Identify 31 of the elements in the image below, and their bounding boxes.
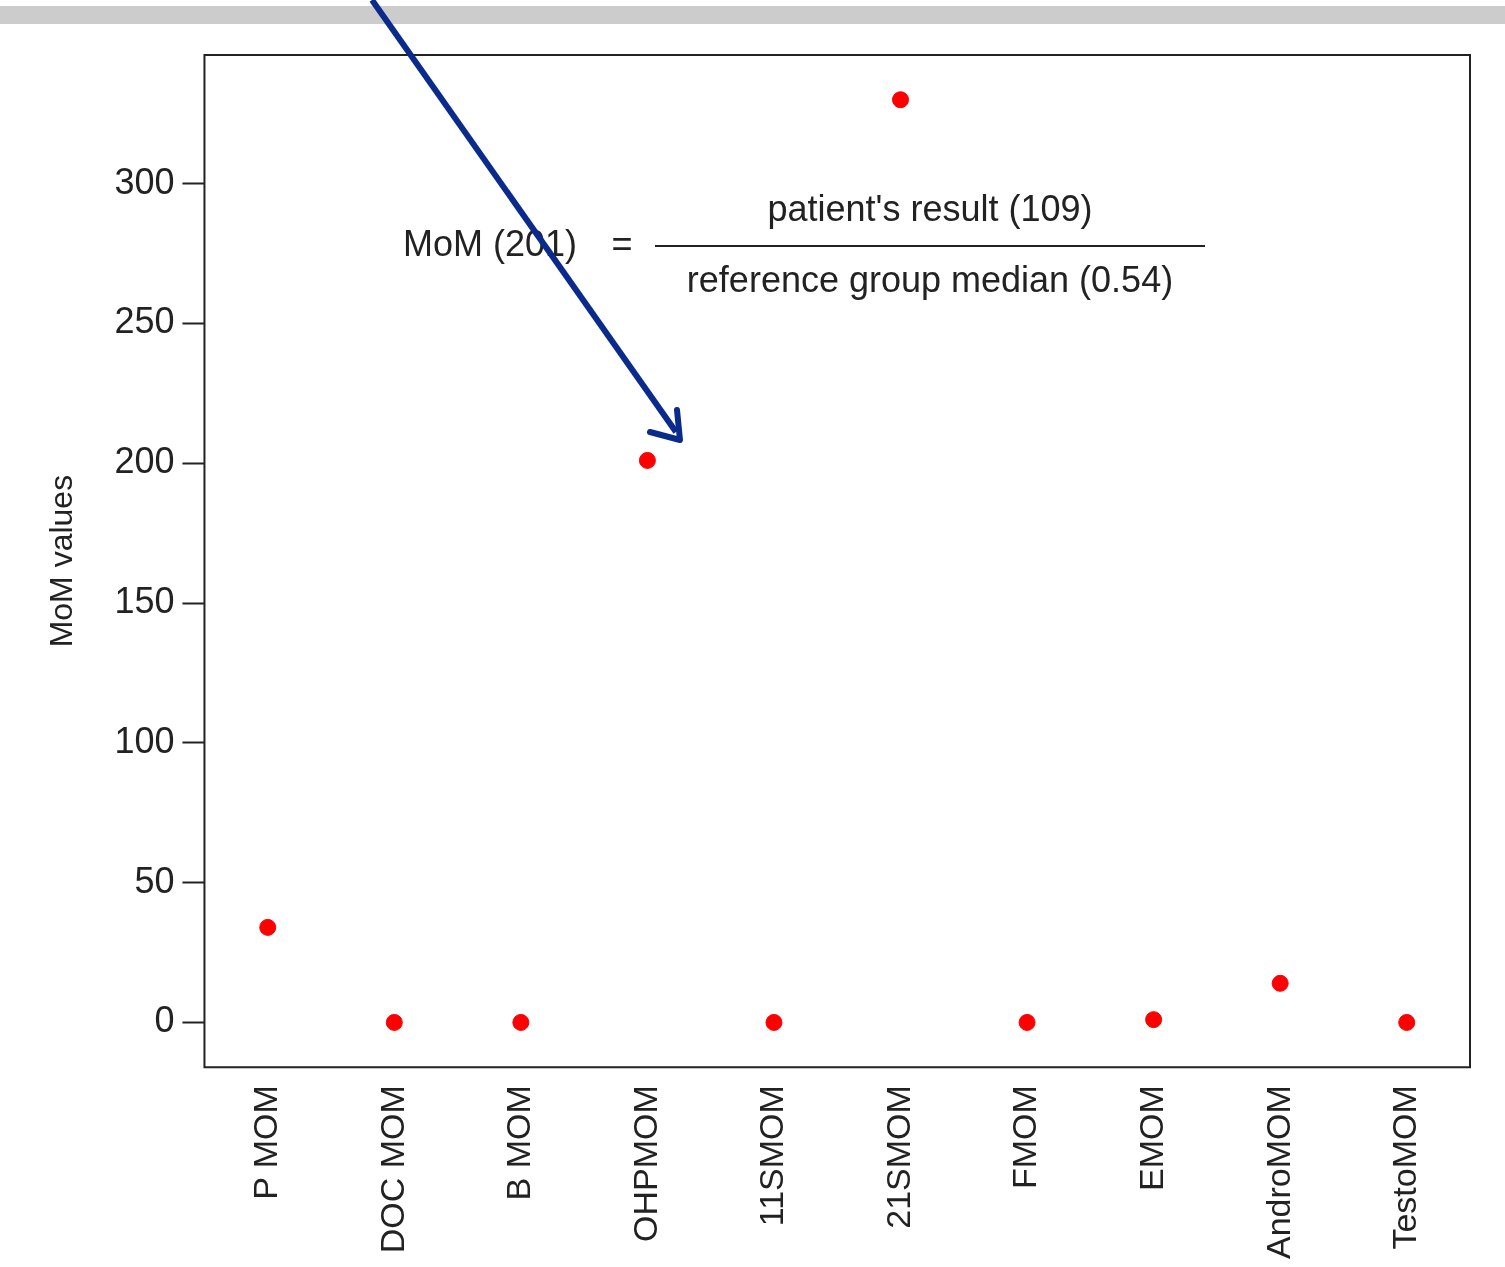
x-tick-label: EMOM: [1131, 1085, 1170, 1191]
y-tick-label: 150: [114, 579, 175, 621]
y-tick-label: 100: [114, 719, 175, 761]
point: [1145, 1011, 1163, 1029]
point: [512, 1013, 530, 1031]
y-tick-label: 250: [114, 300, 175, 342]
annotation: =: [611, 222, 633, 264]
point: [1018, 1013, 1036, 1031]
annotation: reference group median (0.54): [686, 258, 1174, 300]
annotation: patient's result (109): [767, 187, 1093, 229]
y-tick-label: 50: [134, 859, 175, 901]
point: [892, 91, 910, 109]
y-tick-label: 200: [114, 440, 175, 482]
x-tick-label: 11SMOM: [752, 1085, 791, 1227]
x-tick-label: B MOM: [499, 1085, 538, 1201]
y-tick-label: 300: [114, 160, 175, 202]
x-tick-label: 21SMOM: [878, 1085, 917, 1229]
point: [385, 1013, 403, 1031]
x-tick-label: OHPMOM: [625, 1085, 664, 1242]
point: [1271, 974, 1289, 992]
y-tick-label: 0: [154, 999, 175, 1041]
point: [638, 451, 656, 469]
point: [765, 1013, 783, 1031]
x-tick-label: FMOM: [1005, 1085, 1044, 1190]
x-tick-label: DOC MOM: [372, 1085, 411, 1254]
point: [259, 918, 277, 936]
x-tick-label: TestoMOM: [1385, 1085, 1424, 1250]
y-axis-title: MoM values: [43, 474, 80, 648]
point: [1398, 1013, 1416, 1031]
x-tick-label: P MOM: [246, 1085, 285, 1200]
x-tick-label: AndroMOM: [1258, 1085, 1297, 1260]
